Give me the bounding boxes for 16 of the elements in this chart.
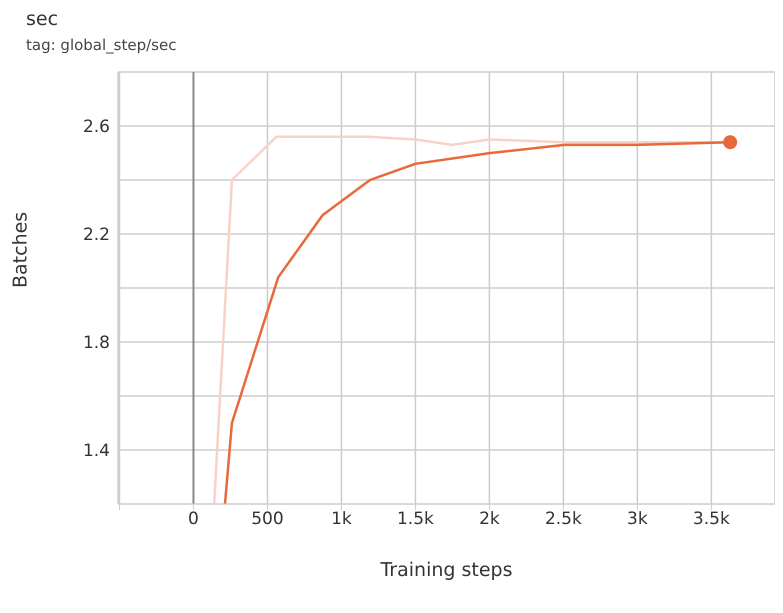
x-tick-label: 3k bbox=[627, 509, 648, 530]
x-tick-label: 2k bbox=[479, 509, 500, 530]
y-tick-label: 1.8 bbox=[82, 333, 110, 354]
y-axis-title: Batches bbox=[10, 212, 32, 288]
y-tick-label: 2.2 bbox=[82, 225, 110, 246]
chart-subtitle: tag: global_step/sec bbox=[26, 36, 178, 54]
x-tick-label: 1.5k bbox=[396, 509, 434, 530]
y-tick-label: 2.6 bbox=[82, 117, 110, 138]
x-tick-label: 0 bbox=[188, 509, 199, 530]
x-tick-label: 2.5k bbox=[544, 509, 582, 530]
x-tick-label: 1k bbox=[331, 509, 352, 530]
x-axis-title: Training steps bbox=[379, 559, 513, 581]
chart-title: sec bbox=[26, 8, 60, 30]
x-tick-label: 500 bbox=[251, 509, 284, 530]
y-tick-label: 1.4 bbox=[82, 441, 110, 462]
x-tick-label: 3.5k bbox=[692, 509, 730, 530]
